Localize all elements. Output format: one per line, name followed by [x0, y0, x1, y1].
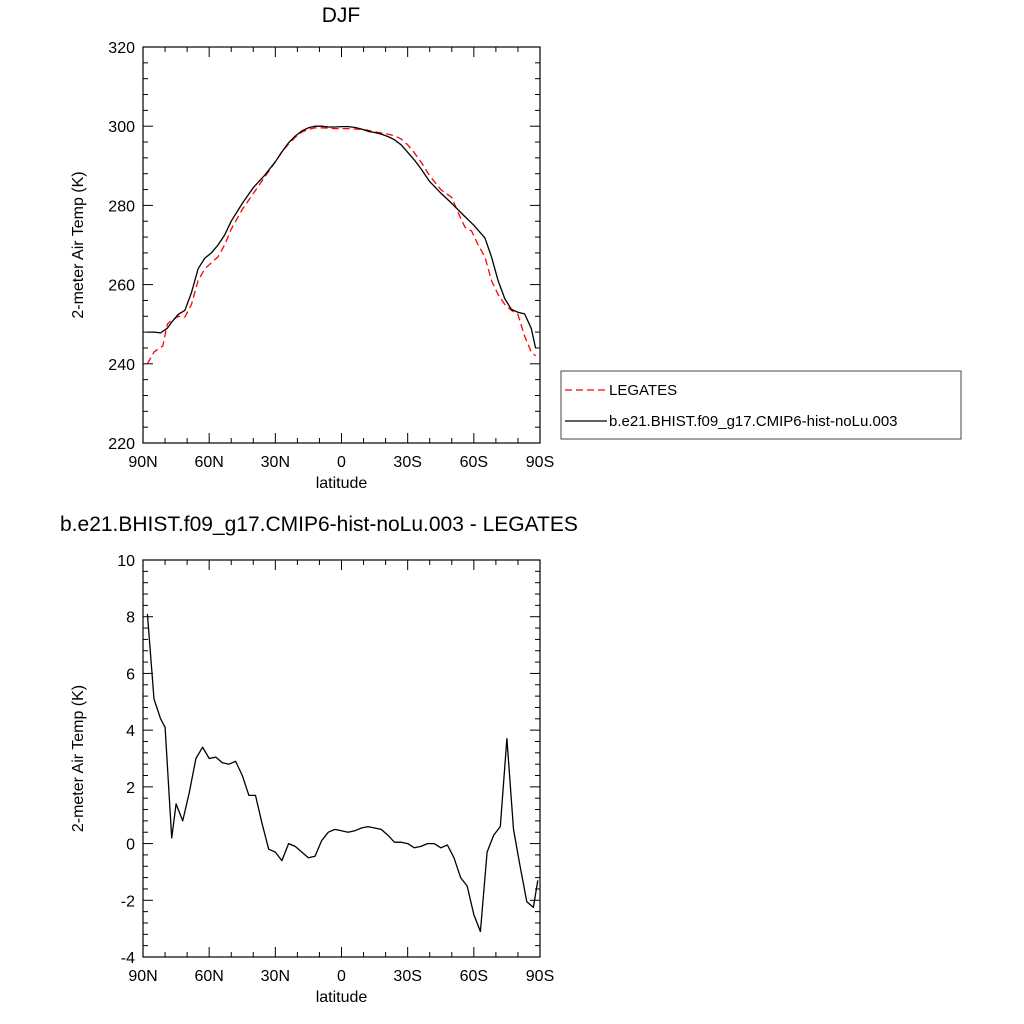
- y-tick-label: -2: [121, 893, 135, 910]
- y-tick-label: 10: [117, 553, 135, 570]
- x-tick-label: 60S: [460, 968, 488, 985]
- y-tick-label: 0: [126, 837, 135, 854]
- y-tick-label: 6: [126, 666, 135, 683]
- x-tick-label: 90N: [128, 968, 157, 985]
- y-tick-label: -4: [121, 950, 135, 967]
- legend-box: [560, 370, 962, 440]
- legend-label-2: b.e21.BHIST.f09_g17.CMIP6-hist-noLu.003: [609, 413, 898, 430]
- legend: LEGATES b.e21.BHIST.f09_g17.CMIP6-hist-no…: [560, 370, 962, 440]
- y-tick-label: 300: [108, 119, 135, 136]
- x-tick-label: 30N: [261, 454, 290, 471]
- y-axis-label: 2-meter Air Temp (K): [70, 685, 87, 832]
- panel-djf: DJF 90N 60N 30N 0 30S 60S 90S 220 240 260 280 300 320…: [70, 4, 962, 492]
- y-axis-label: 2-meter Air Temp (K): [70, 171, 87, 318]
- y-tick-label: 280: [108, 198, 135, 215]
- legend-label-1: LEGATES: [609, 382, 677, 399]
- x-tick-label: 0: [337, 454, 346, 471]
- x-tick-label: 90N: [128, 454, 157, 471]
- x-tick-label: 60N: [194, 968, 223, 985]
- y-tick-label: 2: [126, 780, 135, 797]
- x-tick-label: 90S: [526, 968, 554, 985]
- plot-frame: [142, 46, 541, 444]
- y-tick-label: 240: [108, 357, 135, 374]
- x-tick-label: 30S: [393, 454, 421, 471]
- y-tick-label: 260: [108, 278, 135, 295]
- y-tick-label: 4: [126, 723, 135, 740]
- chart-title: DJF: [322, 4, 361, 27]
- x-axis-label: latitude: [316, 475, 368, 492]
- y-tick-label: 8: [126, 610, 135, 627]
- x-axis-label: latitude: [316, 989, 368, 1006]
- series-line-1: [146, 613, 539, 933]
- x-tick-label: 60S: [460, 454, 488, 471]
- x-tick-label: 0: [337, 968, 346, 985]
- x-tick-label: 90S: [526, 454, 554, 471]
- panel-difference: b.e21.BHIST.f09_g17.CMIP6-hist-noLu.003 …: [60, 513, 578, 1006]
- y-tick-label: 320: [108, 40, 135, 57]
- y-tick-label: 220: [108, 436, 135, 453]
- plot-frame: [142, 559, 541, 958]
- x-tick-label: 30N: [261, 968, 290, 985]
- x-tick-label: 30S: [393, 968, 421, 985]
- series-line-1: [146, 127, 537, 365]
- x-tick-label: 60N: [194, 454, 223, 471]
- chart-title: b.e21.BHIST.f09_g17.CMIP6-hist-noLu.003 …: [60, 513, 578, 536]
- series-line-2: [147, 125, 537, 349]
